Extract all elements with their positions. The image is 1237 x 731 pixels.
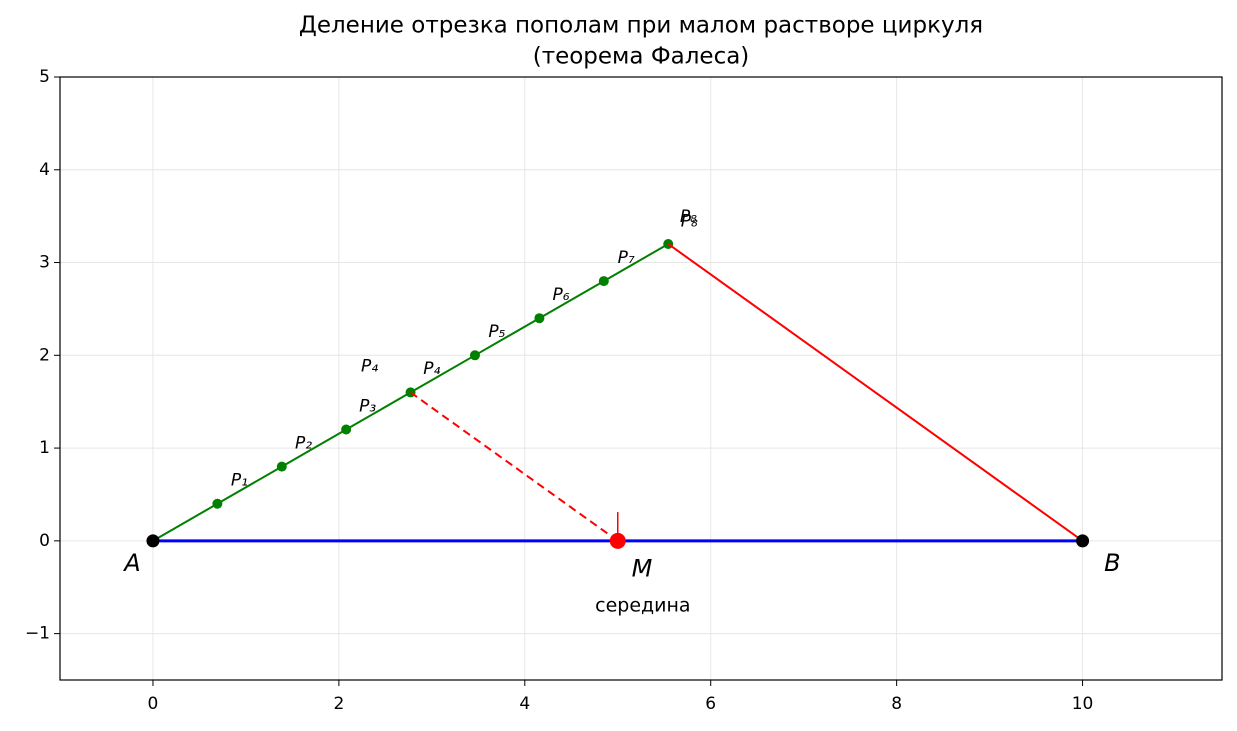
annotation: P₈ [681, 212, 698, 232]
annotation: P₈ [680, 207, 697, 227]
x-tick-label: 2 [333, 694, 344, 714]
annotation: P₃ [359, 396, 376, 416]
y-tick-label: 0 [39, 531, 50, 551]
point-marker [341, 424, 352, 435]
annotation: середина [595, 594, 690, 616]
x-tick-label: 6 [705, 694, 716, 714]
y-tick-label: 5 [39, 67, 50, 87]
x-tick-label: 8 [891, 694, 902, 714]
point-marker [276, 461, 287, 472]
point [1076, 534, 1090, 548]
x-tick-label: 4 [519, 694, 530, 714]
x-tick-label: 10 [1072, 694, 1094, 714]
annotation: B [1104, 549, 1120, 577]
y-tick-label: 1 [39, 438, 50, 458]
x-tick-label: 0 [148, 694, 159, 714]
chart-subtitle: (теорема Фалеса) [533, 44, 750, 70]
annotation: P₇ [618, 248, 635, 268]
point-marker [534, 313, 545, 324]
y-tick-label: 2 [39, 345, 50, 365]
annotation: P₁ [231, 471, 248, 491]
point [609, 532, 626, 549]
point-marker [598, 276, 609, 287]
annotation: M [632, 555, 653, 583]
series-line [409, 391, 619, 542]
annotation: P₅ [488, 322, 505, 342]
annotation: P₆ [553, 285, 570, 305]
point [146, 534, 160, 548]
y-tick-label: 3 [39, 253, 50, 273]
point-marker [212, 498, 223, 509]
annotation: P₂ [295, 433, 312, 453]
point-marker [469, 350, 480, 361]
chart-title: Деление отрезка пополам при малом раство… [299, 13, 983, 39]
y-tick-label: −1 [25, 624, 50, 644]
annotation: A [122, 549, 140, 577]
annotation: P₄ [423, 359, 440, 379]
annotation: P₄ [361, 356, 378, 376]
y-tick-label: 4 [39, 160, 50, 180]
series-line [667, 243, 1084, 542]
plot-frame [59, 76, 1223, 681]
